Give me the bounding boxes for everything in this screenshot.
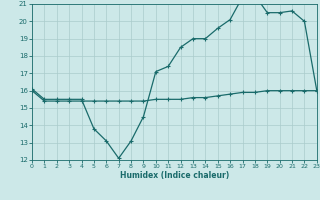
X-axis label: Humidex (Indice chaleur): Humidex (Indice chaleur) xyxy=(120,171,229,180)
